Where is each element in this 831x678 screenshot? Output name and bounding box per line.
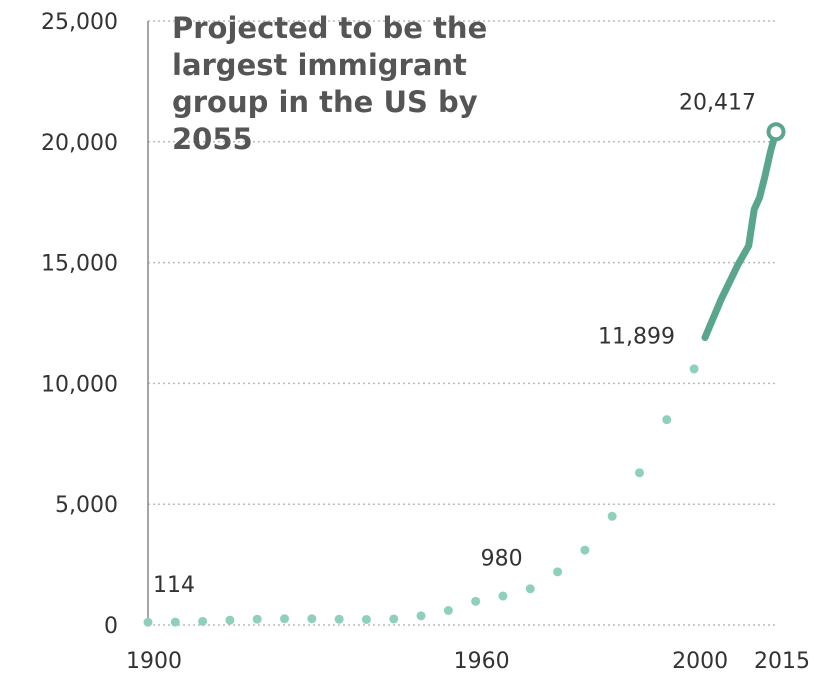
x-tick-label: 1960 — [454, 649, 510, 674]
data-point — [634, 468, 644, 478]
data-point — [307, 614, 317, 624]
data-point — [334, 614, 344, 624]
data-point — [607, 511, 617, 521]
data-point — [662, 415, 672, 425]
y-tick-label: 15,000 — [41, 252, 118, 277]
series-group — [143, 122, 786, 627]
y-tick-label: 10,000 — [41, 372, 118, 397]
data-point — [170, 617, 180, 627]
y-tick-label: 5,000 — [55, 493, 118, 518]
data-point — [361, 614, 371, 624]
x-tick-label: 2000 — [672, 649, 728, 674]
data-labels: 114 980 11,899 20,417 — [153, 91, 756, 599]
data-point — [471, 596, 481, 606]
y-tick-label: 25,000 — [41, 10, 118, 35]
data-point — [689, 364, 699, 374]
x-tick-label: 1900 — [126, 649, 182, 674]
data-point — [280, 614, 290, 624]
end-point-marker — [766, 122, 786, 142]
data-point — [525, 584, 535, 594]
data-point — [225, 615, 235, 625]
y-tick-label: 20,000 — [41, 131, 118, 156]
data-point — [252, 614, 262, 624]
data-point — [443, 606, 453, 616]
x-tick-label: 2015 — [754, 649, 810, 674]
data-label: 114 — [153, 573, 195, 598]
data-label: 20,417 — [679, 91, 756, 116]
series-line — [701, 128, 780, 341]
chart-annotation: Projected to be the largest immigrant gr… — [172, 11, 488, 156]
axes: 0 5,000 10,000 15,000 20,000 25,000 1900 1960 20… — [41, 10, 810, 674]
data-point — [498, 591, 508, 601]
data-label: 11,899 — [598, 325, 675, 350]
data-point — [580, 545, 590, 555]
data-point — [389, 614, 399, 624]
data-point — [198, 616, 208, 626]
data-point — [416, 611, 426, 621]
data-point — [143, 617, 153, 627]
data-label: 980 — [481, 546, 523, 571]
y-tick-label: 0 — [104, 614, 118, 639]
data-point — [553, 567, 563, 577]
